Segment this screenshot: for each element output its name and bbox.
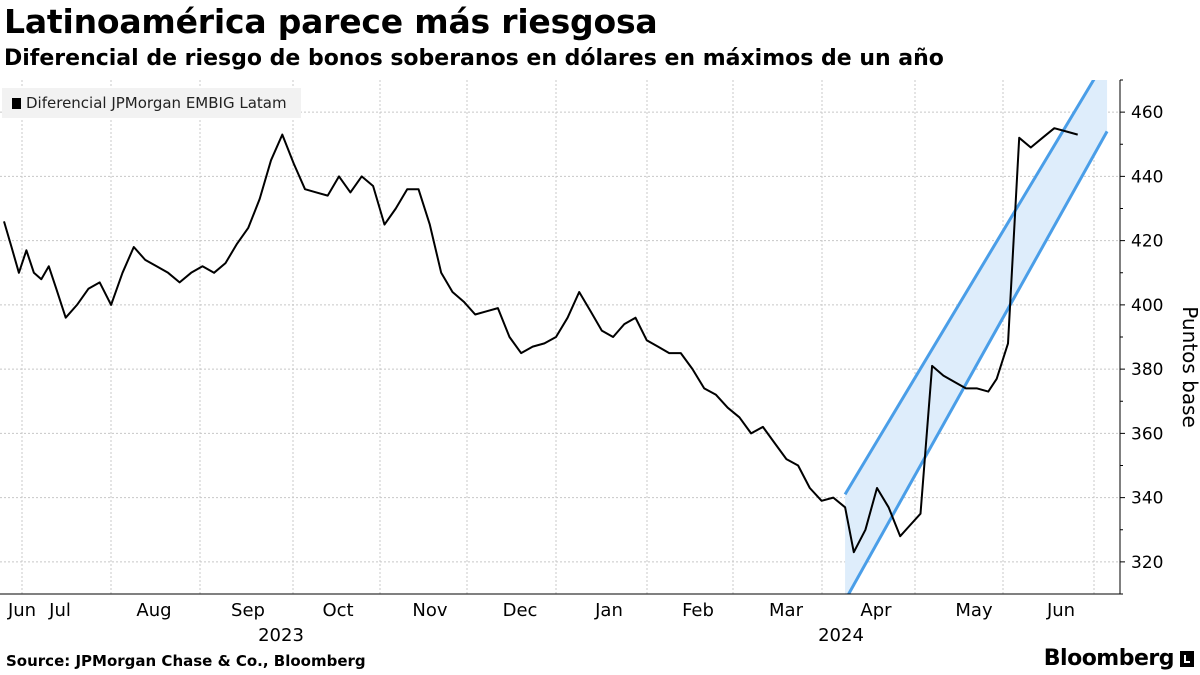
series-layer — [3, 127, 1078, 554]
trend-channel — [843, 80, 1109, 594]
brand-name: Bloomberg — [1043, 646, 1175, 671]
x-tick-label-2: Aug — [136, 600, 171, 621]
year-label-1: 2024 — [818, 625, 864, 646]
bloomberg-logo-icon — [1180, 650, 1194, 667]
legend-swatch — [12, 97, 21, 109]
y-tick-label-340: 340 — [1131, 489, 1163, 509]
legend-label: Diferencial JPMorgan EMBIG Latam — [26, 94, 287, 112]
x-tick-label-0: Jun — [7, 600, 36, 621]
x-tick-label-7: Jan — [594, 600, 623, 621]
x-tick-label-1: Jul — [48, 600, 71, 621]
legend: Diferencial JPMorgan EMBIG Latam — [2, 88, 301, 118]
x-tick-label-11: May — [955, 600, 993, 621]
source-note: Source: JPMorgan Chase & Co., Bloomberg — [6, 652, 366, 670]
y-tick-label-400: 400 — [1131, 296, 1163, 316]
chart-subtitle: Diferencial de riesgo de bonos soberanos… — [4, 46, 944, 71]
y-tick-label-420: 420 — [1131, 232, 1163, 252]
x-tick-label-8: Feb — [682, 600, 714, 621]
y-tick-label-460: 460 — [1131, 103, 1163, 123]
series-line-0 — [3, 127, 1078, 554]
channel-band-0 — [845, 80, 1108, 594]
y-axis-title: Puntos base — [1178, 306, 1200, 428]
channel-lower-line-0 — [846, 130, 1109, 594]
year-label-0: 2023 — [258, 625, 304, 646]
y-tick-label-320: 320 — [1131, 553, 1163, 573]
channel-upper-line-0 — [843, 80, 1096, 496]
x-tick-label-3: Sep — [231, 600, 265, 621]
x-tick-label-10: Apr — [860, 600, 892, 621]
x-tick-label-6: Dec — [503, 600, 538, 621]
x-tick-label-5: Nov — [412, 600, 447, 621]
chart-title: Latinoamérica parece más riesgosa — [4, 2, 658, 41]
axes: 320 340 360 380 400 420 440 460 Puntos base Jun Ju… — [0, 79, 1200, 646]
y-tick-label-440: 440 — [1131, 167, 1163, 187]
bloomberg-logo: Bloomberg — [1044, 646, 1194, 671]
x-tick-label-4: Oct — [322, 600, 353, 621]
x-tick-label-9: Mar — [769, 600, 804, 621]
y-tick-label-360: 360 — [1131, 424, 1163, 444]
y-tick-label-380: 380 — [1131, 360, 1163, 380]
x-tick-label-12: Jun — [1046, 600, 1075, 621]
